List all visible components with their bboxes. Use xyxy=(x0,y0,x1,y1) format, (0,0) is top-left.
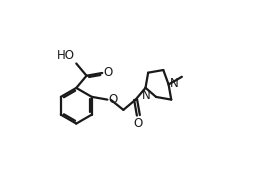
Text: O: O xyxy=(134,117,143,130)
Text: O: O xyxy=(109,93,118,106)
Text: O: O xyxy=(104,67,113,79)
Text: HO: HO xyxy=(57,49,75,62)
Text: N: N xyxy=(142,89,150,102)
Text: N: N xyxy=(170,77,179,90)
